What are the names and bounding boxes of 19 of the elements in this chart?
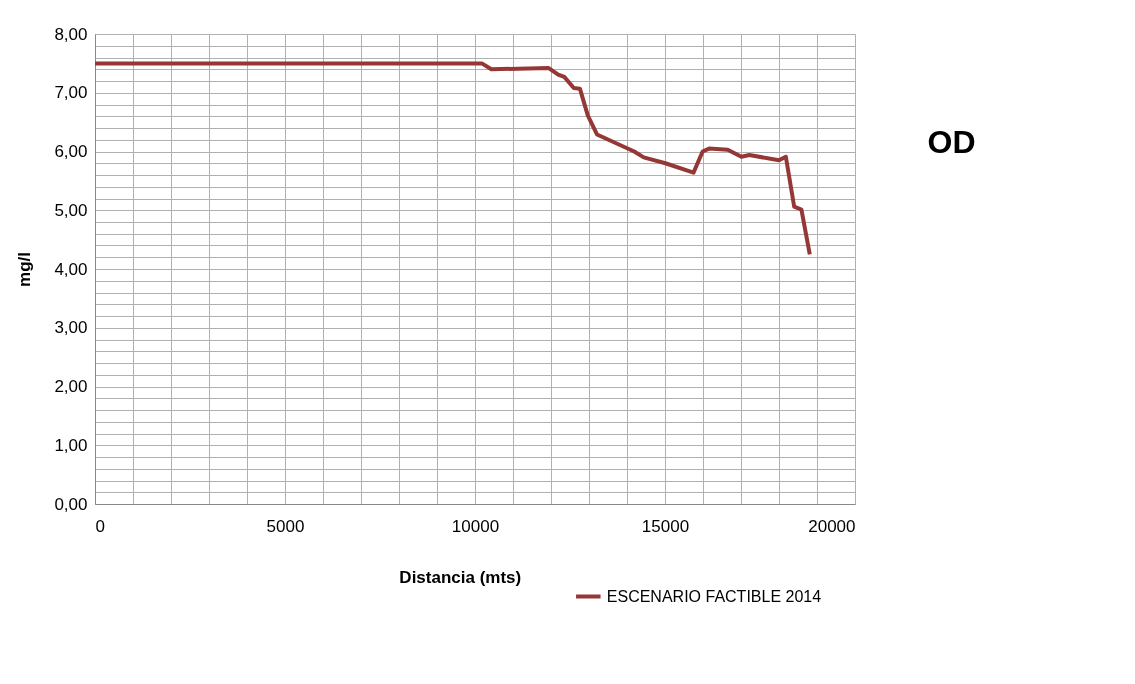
y-tick-label: 2,00 — [54, 377, 88, 396]
y-tick-label: 3,00 — [54, 318, 88, 338]
x-tick-label: 0 — [95, 516, 105, 536]
y-tick-label: 7,00 — [54, 83, 88, 103]
x-axis-title: Distancia (mts) — [399, 567, 522, 587]
line-series — [93, 61, 812, 257]
y-tick-label: 4,00 — [54, 259, 88, 279]
x-tick-label: 20000 — [808, 516, 856, 536]
x-tick-label: 5000 — [266, 516, 305, 536]
y-tick-label: 8,00 — [54, 24, 88, 44]
y-axis-title: mg/l — [15, 252, 35, 287]
x-tick-label: 15000 — [641, 516, 690, 536]
y-tick-label: 1,00 — [54, 435, 88, 455]
x-tick-label: 10000 — [451, 516, 500, 536]
text: OD — [927, 124, 976, 160]
y-tick-label: 5,00 — [54, 200, 88, 220]
y-tick-label: 6,00 — [54, 142, 88, 161]
y-tick-label: 0,00 — [54, 494, 88, 514]
legend-label: ESCENARIO FACTIBLE 2014 — [606, 587, 822, 605]
